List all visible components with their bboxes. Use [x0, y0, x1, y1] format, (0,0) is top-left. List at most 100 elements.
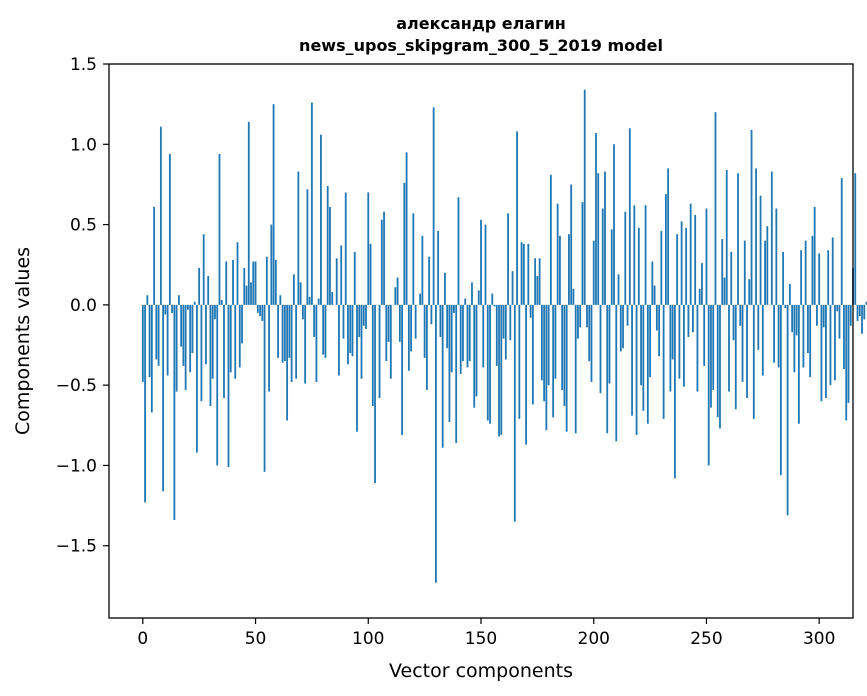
bar — [522, 243, 525, 305]
bar — [773, 304, 775, 363]
chart-title-line-1: александр елагин — [396, 14, 566, 33]
y-axis-label: Components values — [12, 247, 34, 435]
bar — [752, 304, 755, 419]
bar — [793, 304, 796, 373]
bar — [525, 304, 527, 445]
bar — [820, 304, 823, 402]
bar — [351, 304, 354, 357]
bar — [193, 301, 196, 305]
bar — [554, 304, 557, 379]
bar — [247, 121, 250, 305]
bar — [847, 304, 850, 403]
bar — [601, 208, 604, 305]
bar — [432, 107, 435, 305]
bar — [444, 272, 446, 305]
bar — [757, 304, 760, 350]
bar — [761, 304, 764, 376]
bar — [586, 304, 588, 328]
bar — [182, 304, 185, 366]
bar — [308, 296, 311, 305]
bar — [527, 243, 530, 305]
bar — [159, 126, 162, 305]
bar — [459, 304, 462, 374]
bar — [721, 239, 724, 305]
bar — [579, 304, 582, 328]
bar — [811, 235, 814, 305]
bar — [703, 304, 706, 366]
bar — [651, 261, 654, 305]
bar — [356, 304, 358, 432]
bar — [281, 304, 284, 363]
bar — [489, 304, 491, 424]
bar — [495, 304, 498, 366]
bar — [568, 234, 570, 305]
bar — [536, 275, 539, 305]
bar — [595, 133, 597, 305]
bar — [313, 304, 316, 337]
bar — [791, 304, 794, 333]
bar — [775, 208, 778, 305]
bar — [653, 285, 656, 305]
bar — [423, 304, 426, 358]
bar — [617, 274, 620, 305]
bar — [786, 304, 789, 516]
bar — [572, 288, 575, 305]
bar — [324, 304, 327, 358]
bar — [358, 304, 361, 337]
bar — [633, 205, 636, 305]
bar — [168, 153, 171, 305]
bar — [766, 226, 769, 305]
bar — [694, 214, 697, 305]
bar — [484, 224, 487, 305]
bar — [414, 304, 417, 339]
bar — [446, 304, 449, 349]
bar — [610, 229, 613, 305]
bar — [538, 258, 541, 305]
bar — [671, 304, 674, 360]
bar — [320, 134, 322, 305]
bar — [755, 168, 757, 305]
bar — [216, 304, 219, 466]
bar — [405, 152, 408, 305]
bar — [268, 304, 270, 392]
bar — [295, 304, 298, 379]
bar — [448, 304, 451, 423]
bar — [570, 184, 573, 305]
bar — [608, 304, 611, 384]
y-tick-label: 0.5 — [70, 216, 97, 236]
bar — [649, 304, 651, 378]
bar — [588, 304, 591, 362]
bar — [437, 231, 440, 305]
bar — [856, 304, 859, 321]
bar — [261, 304, 264, 321]
bar — [428, 256, 431, 305]
bar — [635, 304, 638, 435]
bar — [673, 304, 676, 479]
bar — [599, 304, 602, 394]
bar — [394, 287, 397, 305]
bar — [144, 304, 146, 503]
bar — [498, 304, 500, 437]
bar — [229, 304, 232, 373]
bar — [529, 304, 532, 318]
bar — [398, 304, 401, 342]
bar — [581, 202, 584, 305]
bar — [297, 171, 300, 305]
bar — [597, 173, 600, 305]
bar — [306, 189, 309, 305]
bar — [155, 304, 158, 360]
bar — [329, 206, 331, 305]
bar — [299, 282, 302, 305]
bar — [288, 304, 291, 358]
bar — [664, 194, 667, 305]
bar — [854, 173, 857, 305]
bar — [250, 282, 252, 305]
bar — [685, 227, 688, 305]
bar — [211, 304, 214, 379]
y-tick-label: −0.5 — [56, 376, 97, 396]
x-tick-label: 100 — [352, 629, 384, 649]
bar — [631, 304, 633, 416]
bar — [764, 240, 766, 305]
bar — [797, 304, 800, 424]
bar — [644, 205, 647, 305]
